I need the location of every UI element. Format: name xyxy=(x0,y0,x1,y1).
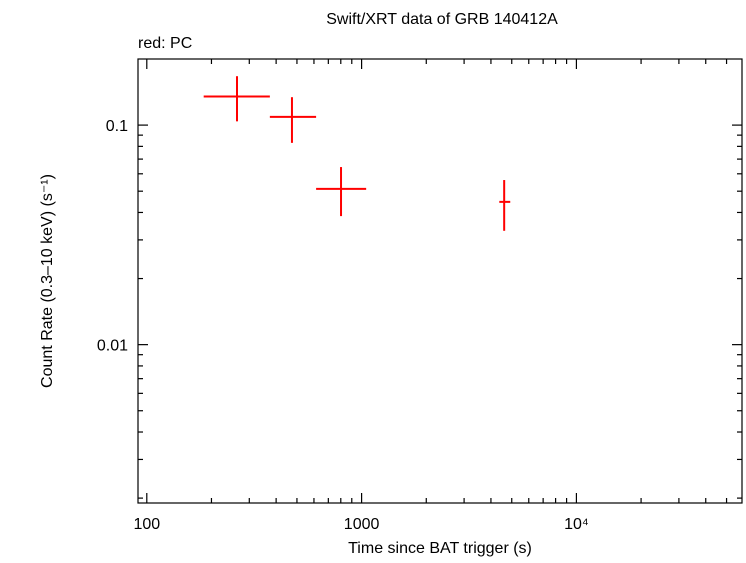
x-tick-label: 1000 xyxy=(344,516,380,533)
y-tick-label: 0.01 xyxy=(97,338,128,355)
y-tick-label: 0.1 xyxy=(106,118,128,135)
subtitle: red: PC xyxy=(138,35,192,52)
x-tick-label: 100 xyxy=(133,516,160,533)
plot-frame xyxy=(137,58,743,504)
y-axis-label: Count Rate (0.3–10 keV) (s⁻¹) xyxy=(39,174,56,388)
chart-title: Swift/XRT data of GRB 140412A xyxy=(326,11,558,28)
x-axis-label: Time since BAT trigger (s) xyxy=(348,540,532,557)
x-tick-label: 10⁴ xyxy=(564,516,589,533)
